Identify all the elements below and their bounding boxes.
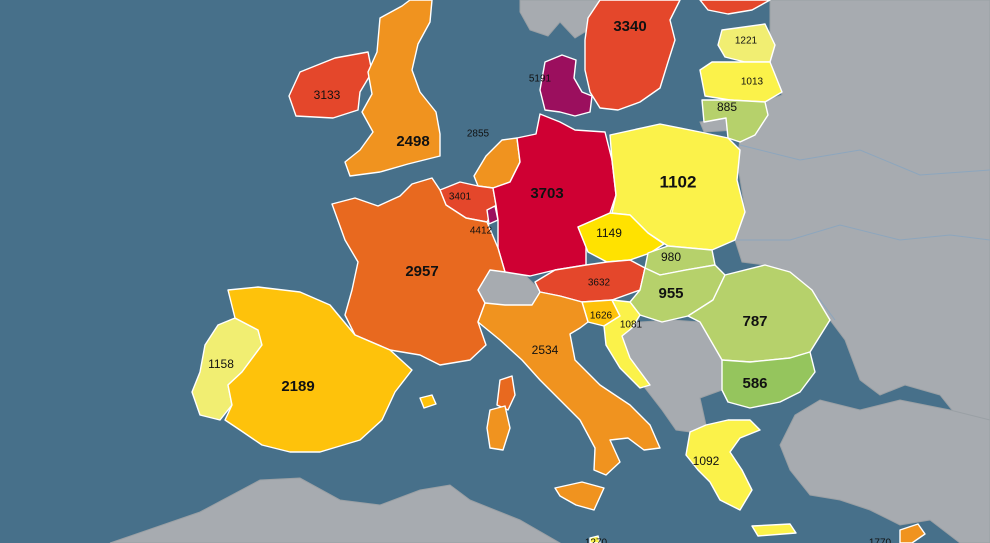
label-lithuania: 885 [717,100,737,114]
label-sweden: 3340 [613,18,646,35]
label-united-kingdom: 2498 [396,133,429,150]
label-italy: 2534 [532,343,559,357]
label-france: 2957 [405,263,438,280]
label-germany: 3703 [530,185,563,202]
label-belgium: 3401 [449,192,472,203]
country-sweden[interactable] [584,0,681,111]
label-denmark: 5191 [529,74,552,85]
label-latvia: 1013 [741,77,764,88]
country-france[interactable] [331,177,506,366]
label-ireland: 3133 [314,88,341,102]
label-czechia: 1149 [596,226,622,240]
country-lithuania[interactable] [701,99,769,143]
label-slovenia: 1626 [590,311,613,322]
country-spain-balearic[interactable] [419,394,437,409]
country-malta[interactable] [589,535,601,543]
label-greece: 1092 [693,454,720,468]
label-netherlands: 2855 [467,129,490,140]
country-germany[interactable] [492,113,617,277]
label-poland: 1102 [660,172,697,191]
label-hungary: 955 [658,285,683,302]
country-latvia[interactable] [699,61,783,103]
country-greece-crete[interactable] [751,523,797,537]
label-portugal: 1158 [208,357,234,371]
country-bulgaria[interactable] [721,351,816,409]
label-slovakia: 980 [661,250,681,264]
label-luxembourg: 4412 [470,226,493,237]
non-eu-land [109,0,990,543]
eu-countries [191,0,926,543]
label-cyprus: 1770 [869,538,892,543]
label-croatia: 1081 [620,320,643,331]
country-cyprus[interactable] [899,523,926,543]
country-spain[interactable] [224,286,413,453]
country-croatia[interactable] [603,299,651,389]
country-italy-sicily[interactable] [554,481,605,511]
country-greece[interactable] [685,419,761,511]
label-malta: 1270 [585,538,608,543]
country-denmark[interactable] [539,54,593,117]
country-italy[interactable] [477,291,661,476]
label-estonia: 1221 [735,36,758,47]
country-finland[interactable] [699,0,771,15]
label-bulgaria: 586 [742,375,767,392]
label-romania: 787 [742,313,767,330]
country-poland[interactable] [609,123,746,251]
label-spain: 2189 [281,378,314,395]
country-czechia[interactable] [577,212,665,263]
value-labels: 3340 1221 1013 885 5191 3133 2498 2855 3… [208,18,891,543]
label-austria: 3632 [588,278,611,289]
country-united-kingdom[interactable] [344,0,441,177]
country-ireland[interactable] [288,51,373,119]
country-italy-sardinia[interactable] [486,405,511,451]
country-france-corsica[interactable] [496,375,516,411]
